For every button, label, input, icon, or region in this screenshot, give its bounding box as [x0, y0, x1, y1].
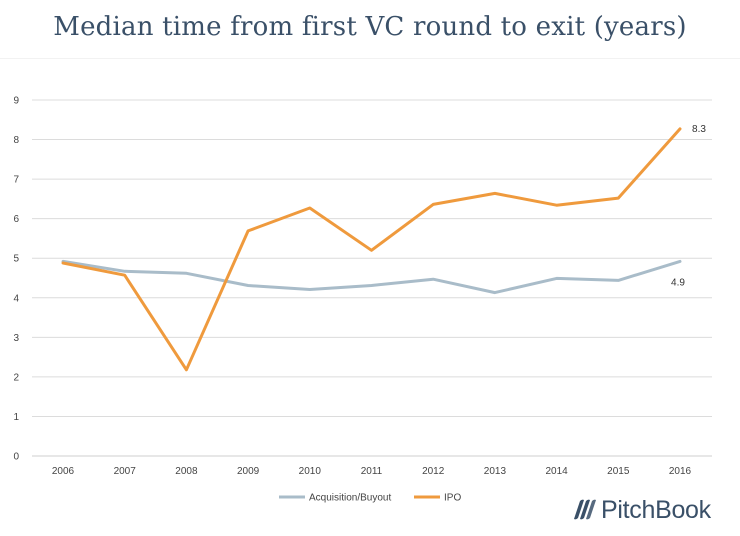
y-tick-label: 2: [13, 372, 19, 383]
x-tick-label: 2016: [669, 466, 692, 477]
legend-label: IPO: [444, 493, 461, 504]
title-divider: [0, 58, 740, 59]
x-tick-label: 2014: [545, 466, 568, 477]
y-tick-label: 5: [13, 254, 19, 265]
y-tick-label: 0: [13, 452, 19, 463]
end-label-acquisition-buyout: 4.9: [671, 277, 685, 288]
x-tick-label: 2009: [237, 466, 260, 477]
chart-title: Median time from first VC round to exit …: [53, 12, 687, 42]
end-label-ipo: 8.3: [692, 124, 706, 135]
x-tick-label: 2015: [607, 466, 630, 477]
pitchbook-logo: PitchBook: [570, 493, 730, 527]
legend: Acquisition/Buyout IPO: [279, 493, 461, 504]
series-line-acquisition-buyout: [61, 259, 682, 295]
x-tick-label: 2006: [52, 466, 75, 477]
y-tick-label: 1: [13, 412, 19, 423]
x-tick-label: 2012: [422, 466, 445, 477]
y-tick-label: 4: [13, 293, 19, 304]
y-tick-label: 3: [13, 333, 19, 344]
x-tick-label: 2008: [175, 466, 198, 477]
x-tick-label: 2013: [484, 466, 507, 477]
gridlines: [32, 99, 712, 457]
x-tick-label: 2007: [114, 466, 137, 477]
x-tick-label: 2010: [299, 466, 322, 477]
y-tick-label: 9: [13, 96, 19, 107]
brand-name: PitchBook: [601, 495, 711, 524]
series-lines: [61, 127, 682, 372]
y-axis-ticks: 0 1 2 3 4 5 6 7 8 9: [13, 96, 19, 463]
y-tick-label: 8: [13, 135, 19, 146]
title-band: Median time from first VC round to exit …: [0, 0, 740, 58]
legend-label: Acquisition/Buyout: [309, 493, 391, 504]
x-tick-label: 2011: [361, 466, 383, 477]
data-labels: 4.9 8.3: [671, 124, 706, 289]
series-line-ipo: [61, 127, 682, 372]
y-tick-label: 7: [13, 175, 19, 186]
pitchbook-book-icon: [574, 499, 596, 520]
y-tick-label: 6: [13, 214, 19, 225]
x-axis-ticks: 2006 2007 2008 2009 2010 2011 2012 2013 2014 2015…: [52, 466, 692, 477]
